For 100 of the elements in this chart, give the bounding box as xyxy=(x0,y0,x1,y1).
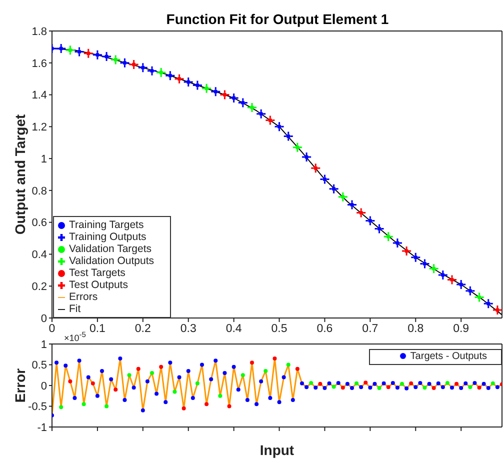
point xyxy=(183,76,194,88)
point xyxy=(56,43,66,54)
x-tick-label: 0.5 xyxy=(271,323,288,336)
point xyxy=(228,92,240,104)
point xyxy=(395,241,400,246)
chart-title: Function Fit for Output Element 1 xyxy=(165,11,390,27)
y-tick-label: 1.6 xyxy=(32,58,47,70)
point xyxy=(268,118,272,122)
point xyxy=(477,295,482,300)
x-tick-label: 0.3 xyxy=(180,323,196,336)
point xyxy=(322,177,327,182)
point xyxy=(301,152,312,162)
point xyxy=(432,266,436,271)
point xyxy=(250,106,254,110)
y-tick-label: 0 xyxy=(40,380,47,392)
point xyxy=(495,308,500,312)
x-tick-label: 0.1 xyxy=(89,323,106,336)
legend-label: Targets - Outputs xyxy=(410,351,487,362)
point xyxy=(146,66,158,76)
x-axis-title: Input xyxy=(260,442,294,458)
legend-label: Training Targets xyxy=(69,219,144,231)
point xyxy=(201,83,212,94)
x-tick-label: 0.2 xyxy=(134,323,151,336)
x-tick-label: 0.4 xyxy=(226,323,242,336)
point xyxy=(422,262,427,266)
point xyxy=(377,226,382,231)
point xyxy=(240,100,245,105)
point xyxy=(68,48,72,52)
point xyxy=(468,288,472,293)
point xyxy=(386,234,390,239)
point xyxy=(74,46,85,57)
text: Errors xyxy=(69,291,98,303)
point xyxy=(450,278,454,282)
legend-label: Training Outputs xyxy=(69,231,146,243)
point xyxy=(238,98,248,108)
y-tick-label: 0.4 xyxy=(32,249,47,262)
y-tick-label: 1.8 xyxy=(32,26,47,38)
y-tick-label: 1.4 xyxy=(32,90,47,102)
point xyxy=(340,194,345,199)
y-tick-label: 1.2 xyxy=(32,122,47,134)
point xyxy=(374,223,385,234)
point xyxy=(346,200,358,210)
point xyxy=(140,66,145,70)
point xyxy=(86,51,90,56)
x-tick-label: 0.7 xyxy=(362,323,378,336)
point xyxy=(464,286,476,296)
point xyxy=(486,302,490,306)
legend-label: Validation Targets xyxy=(69,243,152,255)
point xyxy=(474,292,485,303)
point xyxy=(219,90,230,100)
point xyxy=(264,115,276,126)
point xyxy=(295,145,300,150)
point xyxy=(319,174,330,185)
x-tick-label: 0.9 xyxy=(453,323,470,336)
point xyxy=(292,142,303,153)
point xyxy=(483,298,494,309)
point xyxy=(83,48,94,59)
point xyxy=(214,90,218,94)
point xyxy=(128,59,140,70)
x-tick-label: 0.8 xyxy=(408,323,424,336)
y-axis-title: Error xyxy=(12,368,28,403)
point xyxy=(446,274,458,285)
point xyxy=(410,252,421,263)
y-tick-label: 0.2 xyxy=(32,281,47,294)
point xyxy=(401,246,412,256)
point xyxy=(174,74,185,84)
point xyxy=(110,54,121,65)
point xyxy=(122,60,127,65)
point xyxy=(286,134,290,138)
point xyxy=(310,162,321,174)
point xyxy=(114,58,118,62)
point xyxy=(95,52,100,57)
y-tick-label: 0 xyxy=(40,312,47,325)
legend-label: Test Targets xyxy=(69,267,126,279)
point xyxy=(283,130,294,142)
point xyxy=(164,70,176,81)
point xyxy=(459,282,464,287)
point xyxy=(138,62,148,73)
point xyxy=(259,112,264,116)
point xyxy=(368,218,372,223)
point xyxy=(177,76,182,81)
point xyxy=(210,86,221,97)
point xyxy=(246,102,258,113)
point xyxy=(356,208,366,218)
point xyxy=(222,92,227,97)
point xyxy=(168,74,172,78)
point xyxy=(304,154,309,159)
point xyxy=(132,62,136,66)
point xyxy=(92,50,103,60)
legend-label: Test Outputs xyxy=(69,279,128,291)
point xyxy=(277,124,282,129)
point xyxy=(186,80,190,84)
point xyxy=(314,166,318,170)
point xyxy=(192,80,203,90)
point xyxy=(77,50,82,54)
point xyxy=(195,83,200,88)
point xyxy=(64,44,76,56)
y-tick-label: 1 xyxy=(40,153,47,166)
point xyxy=(492,304,502,316)
point xyxy=(104,54,109,59)
